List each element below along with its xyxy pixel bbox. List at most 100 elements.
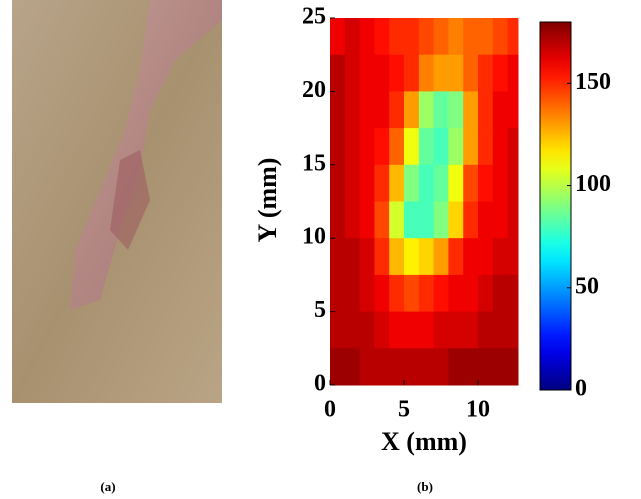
heat-cell (507, 91, 519, 129)
heat-cell (389, 274, 405, 313)
heat-cell (389, 128, 405, 166)
heat-cell (448, 238, 464, 276)
x-axis-label: X (mm) (381, 427, 467, 456)
heat-cell (344, 238, 361, 276)
heat-cell (418, 91, 435, 129)
colorbar-tick-label: 0 (575, 376, 587, 402)
heat-cell (492, 348, 509, 386)
heat-cell (359, 274, 375, 313)
heat-cell (478, 54, 494, 92)
heat-cell (374, 201, 390, 239)
heat-cell (359, 18, 375, 56)
heat-cell (374, 348, 390, 386)
heat-cell (359, 348, 375, 386)
colorbar-tick-label: 150 (575, 69, 611, 95)
heat-cell (463, 348, 479, 386)
heat-cell (463, 164, 479, 202)
heat-cell (374, 128, 390, 166)
heat-cell (478, 274, 494, 313)
heat-cell (463, 311, 479, 349)
heat-cell (404, 164, 420, 202)
heat-cell (463, 91, 479, 129)
photo-scar (70, 0, 222, 310)
heat-cell (359, 91, 375, 129)
heat-cell (359, 164, 375, 202)
heat-cell (433, 164, 449, 202)
heat-cell (404, 274, 420, 313)
heat-cell (492, 201, 509, 239)
heat-cell (448, 274, 464, 313)
heat-cell (463, 201, 479, 239)
heat-cell (492, 238, 509, 276)
heat-cell (389, 238, 405, 276)
heat-cell (478, 91, 494, 129)
heat-cell (330, 274, 346, 313)
heat-cell (374, 91, 390, 129)
heat-cell (433, 238, 449, 276)
heat-cell (492, 311, 509, 349)
heat-cell (404, 238, 420, 276)
heat-cell (433, 274, 449, 313)
colorbar-tick-label: 50 (575, 273, 599, 299)
heat-cell (448, 164, 464, 202)
heat-cell (448, 128, 464, 166)
heat-cell (478, 128, 494, 166)
heat-cell (330, 91, 346, 129)
heat-cell (478, 164, 494, 202)
heat-cell (433, 311, 449, 349)
heat-cell (507, 128, 519, 166)
heat-cell (478, 238, 494, 276)
heat-cell (389, 164, 405, 202)
heat-cell (492, 54, 509, 92)
heat-cell (492, 91, 509, 129)
heat-cell (330, 128, 346, 166)
y-tick-label: 10 (302, 224, 326, 250)
heat-cell (448, 91, 464, 129)
heat-cell (418, 128, 435, 166)
heat-cell (448, 348, 464, 386)
heat-cell (330, 238, 346, 276)
heat-cell (344, 311, 361, 349)
heat-cell (404, 18, 420, 56)
heat-cell (463, 274, 479, 313)
heat-cell (344, 54, 361, 92)
heat-cell (507, 18, 519, 56)
heat-cell (448, 311, 464, 349)
heat-cell (463, 128, 479, 166)
y-tick-label: 5 (314, 297, 326, 323)
heat-cell (374, 164, 390, 202)
heat-cell (344, 128, 361, 166)
heat-cell (374, 238, 390, 276)
heat-cell (418, 274, 435, 313)
heat-cell (359, 54, 375, 92)
panel-label: (b) (417, 479, 433, 494)
heat-cell (448, 54, 464, 92)
heat-cell (418, 201, 435, 239)
heat-cell (478, 348, 494, 386)
heat-cell (404, 311, 420, 349)
heat-cell (344, 348, 361, 386)
heat-cell (404, 201, 420, 239)
x-tick-label: 0 (324, 397, 336, 423)
heat-cell (374, 274, 390, 313)
heat-cell (418, 311, 435, 349)
heat-cell (389, 311, 405, 349)
heat-cell (463, 18, 479, 56)
heat-cell (330, 348, 346, 386)
heat-cell (418, 238, 435, 276)
photo (12, 0, 222, 403)
y-tick-label: 0 (314, 371, 326, 397)
heat-cell (330, 18, 346, 56)
heat-cell (507, 274, 519, 313)
heat-cell (507, 348, 519, 386)
heat-cell (507, 201, 519, 239)
heat-cell (374, 54, 390, 92)
photo-wound (110, 150, 150, 250)
heat-cell (418, 18, 435, 56)
heat-cell (330, 311, 346, 349)
x-tick-label: 10 (466, 397, 490, 423)
heat-cell (389, 18, 405, 56)
heat-cell (492, 128, 509, 166)
